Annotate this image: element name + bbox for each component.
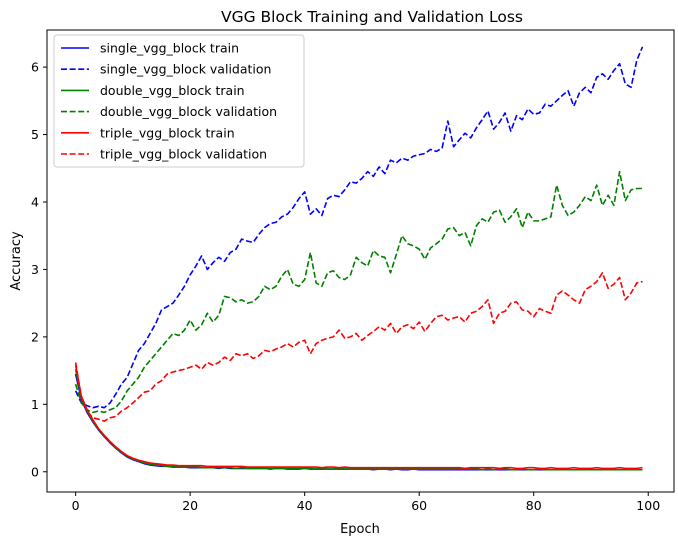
legend-label-3: double_vgg_block validation <box>100 104 277 119</box>
legend-label-5: triple_vgg_block validation <box>100 147 267 162</box>
legend-box <box>53 34 305 168</box>
y-axis: 0 1 2 3 4 5 6 <box>31 60 47 479</box>
chart-title: VGG Block Training and Validation Loss <box>221 8 523 26</box>
legend-label-2: double_vgg_block train <box>100 83 245 98</box>
y-tick-label: 5 <box>31 127 39 142</box>
y-tick-label: 4 <box>31 194 39 209</box>
x-tick-label: 100 <box>636 498 660 513</box>
x-axis: 0 20 40 60 80 100 <box>72 492 660 513</box>
y-tick-label: 6 <box>31 60 39 75</box>
series-layer <box>74 46 644 471</box>
x-tick-label: 40 <box>297 498 313 513</box>
legend-label-1: single_vgg_block validation <box>100 62 271 77</box>
series-line-1 <box>74 46 644 409</box>
series-line-2 <box>74 369 643 471</box>
legend-label-0: single_vgg_block train <box>100 41 239 56</box>
y-tick-label: 3 <box>31 262 39 277</box>
x-axis-label: Epoch <box>340 522 380 537</box>
plot-frame <box>46 29 675 493</box>
legend: single_vgg_block train single_vgg_block v… <box>53 34 305 168</box>
y-tick-label: 1 <box>31 397 39 412</box>
x-tick-label: 60 <box>411 498 427 513</box>
y-tick-label: 2 <box>31 329 39 344</box>
x-tick-label: 20 <box>182 498 198 513</box>
plot-area: 0 20 40 60 80 100 0 1 2 3 4 5 6 <box>31 29 675 513</box>
legend-label-4: triple_vgg_block train <box>100 125 235 140</box>
y-tick-label: 0 <box>31 464 39 479</box>
series-line-5 <box>74 271 643 422</box>
x-tick-label: 0 <box>72 498 80 513</box>
x-tick-label: 80 <box>526 498 542 513</box>
y-axis-label: Accuracy <box>9 231 24 291</box>
series-line-3 <box>74 170 643 414</box>
series-line-4 <box>74 365 643 470</box>
